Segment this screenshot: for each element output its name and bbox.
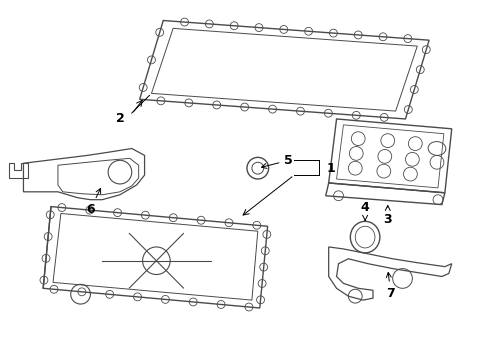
Text: 2: 2 (115, 112, 124, 125)
Text: 7: 7 (386, 273, 394, 300)
Text: 1: 1 (326, 162, 335, 175)
Text: 6: 6 (86, 188, 101, 216)
Text: 3: 3 (383, 206, 391, 226)
Text: 5: 5 (261, 154, 292, 168)
Text: 4: 4 (360, 201, 369, 220)
